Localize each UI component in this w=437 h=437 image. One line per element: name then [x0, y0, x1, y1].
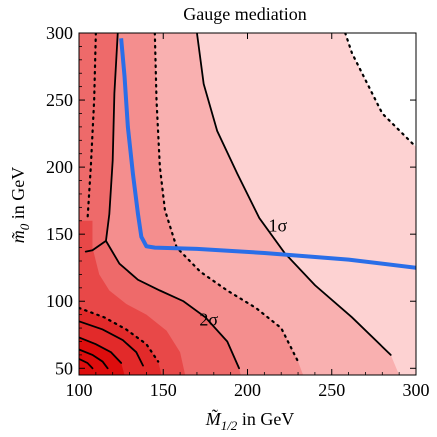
contour-dotted-2sigma-upper	[153, 33, 300, 363]
contour-solid-inner-4	[79, 358, 94, 370]
x-axis-symbol: M̃	[205, 409, 222, 429]
y-axis-subscript: 0	[17, 223, 32, 230]
x-axis-label: M̃1/2 in GeV	[205, 409, 295, 433]
contour-dotted-left	[86, 33, 97, 222]
contour-solid-1sigma	[196, 33, 392, 356]
fill-level-4	[79, 33, 241, 375]
annotation-1: 1σ	[268, 215, 287, 235]
y-tick-label: 300	[46, 23, 73, 43]
contour-solid-2sigma	[84, 33, 119, 253]
plot-area: 1σ 2σ	[79, 33, 416, 375]
y-tick-label: 150	[46, 224, 73, 244]
bound-line	[119, 38, 416, 270]
annotation-2: 2σ	[199, 309, 218, 329]
y-tick-label: 50	[55, 358, 73, 378]
x-tick-label: 300	[403, 380, 430, 400]
x-tick-label: 200	[234, 380, 261, 400]
contour-solid-inner-2	[79, 336, 123, 364]
x-axis-unit: in GeV	[237, 409, 294, 429]
y-axis-label: m̃0 in GeV	[8, 167, 32, 244]
contour-solid-inner-1	[79, 320, 144, 367]
y-axis-unit: in GeV	[8, 167, 28, 224]
contour-dotted-inner-1	[79, 306, 160, 363]
chart-title: Gauge mediation	[183, 4, 306, 24]
contour-solid-2sigma-branch	[105, 239, 240, 370]
contour-outer-dotted	[344, 33, 416, 149]
y-tick-label: 250	[46, 90, 73, 110]
contour-solid-inner-3	[79, 348, 109, 370]
y-tick-label: 200	[46, 157, 73, 177]
axes	[78, 32, 417, 376]
y-axis-symbol: m̃	[8, 230, 28, 243]
y-tick-label: 100	[46, 291, 73, 311]
x-tick-label: 250	[318, 380, 345, 400]
x-tick-label: 150	[150, 380, 177, 400]
x-axis-subscript: 1/2	[221, 418, 238, 433]
x-tick-label: 100	[66, 380, 93, 400]
